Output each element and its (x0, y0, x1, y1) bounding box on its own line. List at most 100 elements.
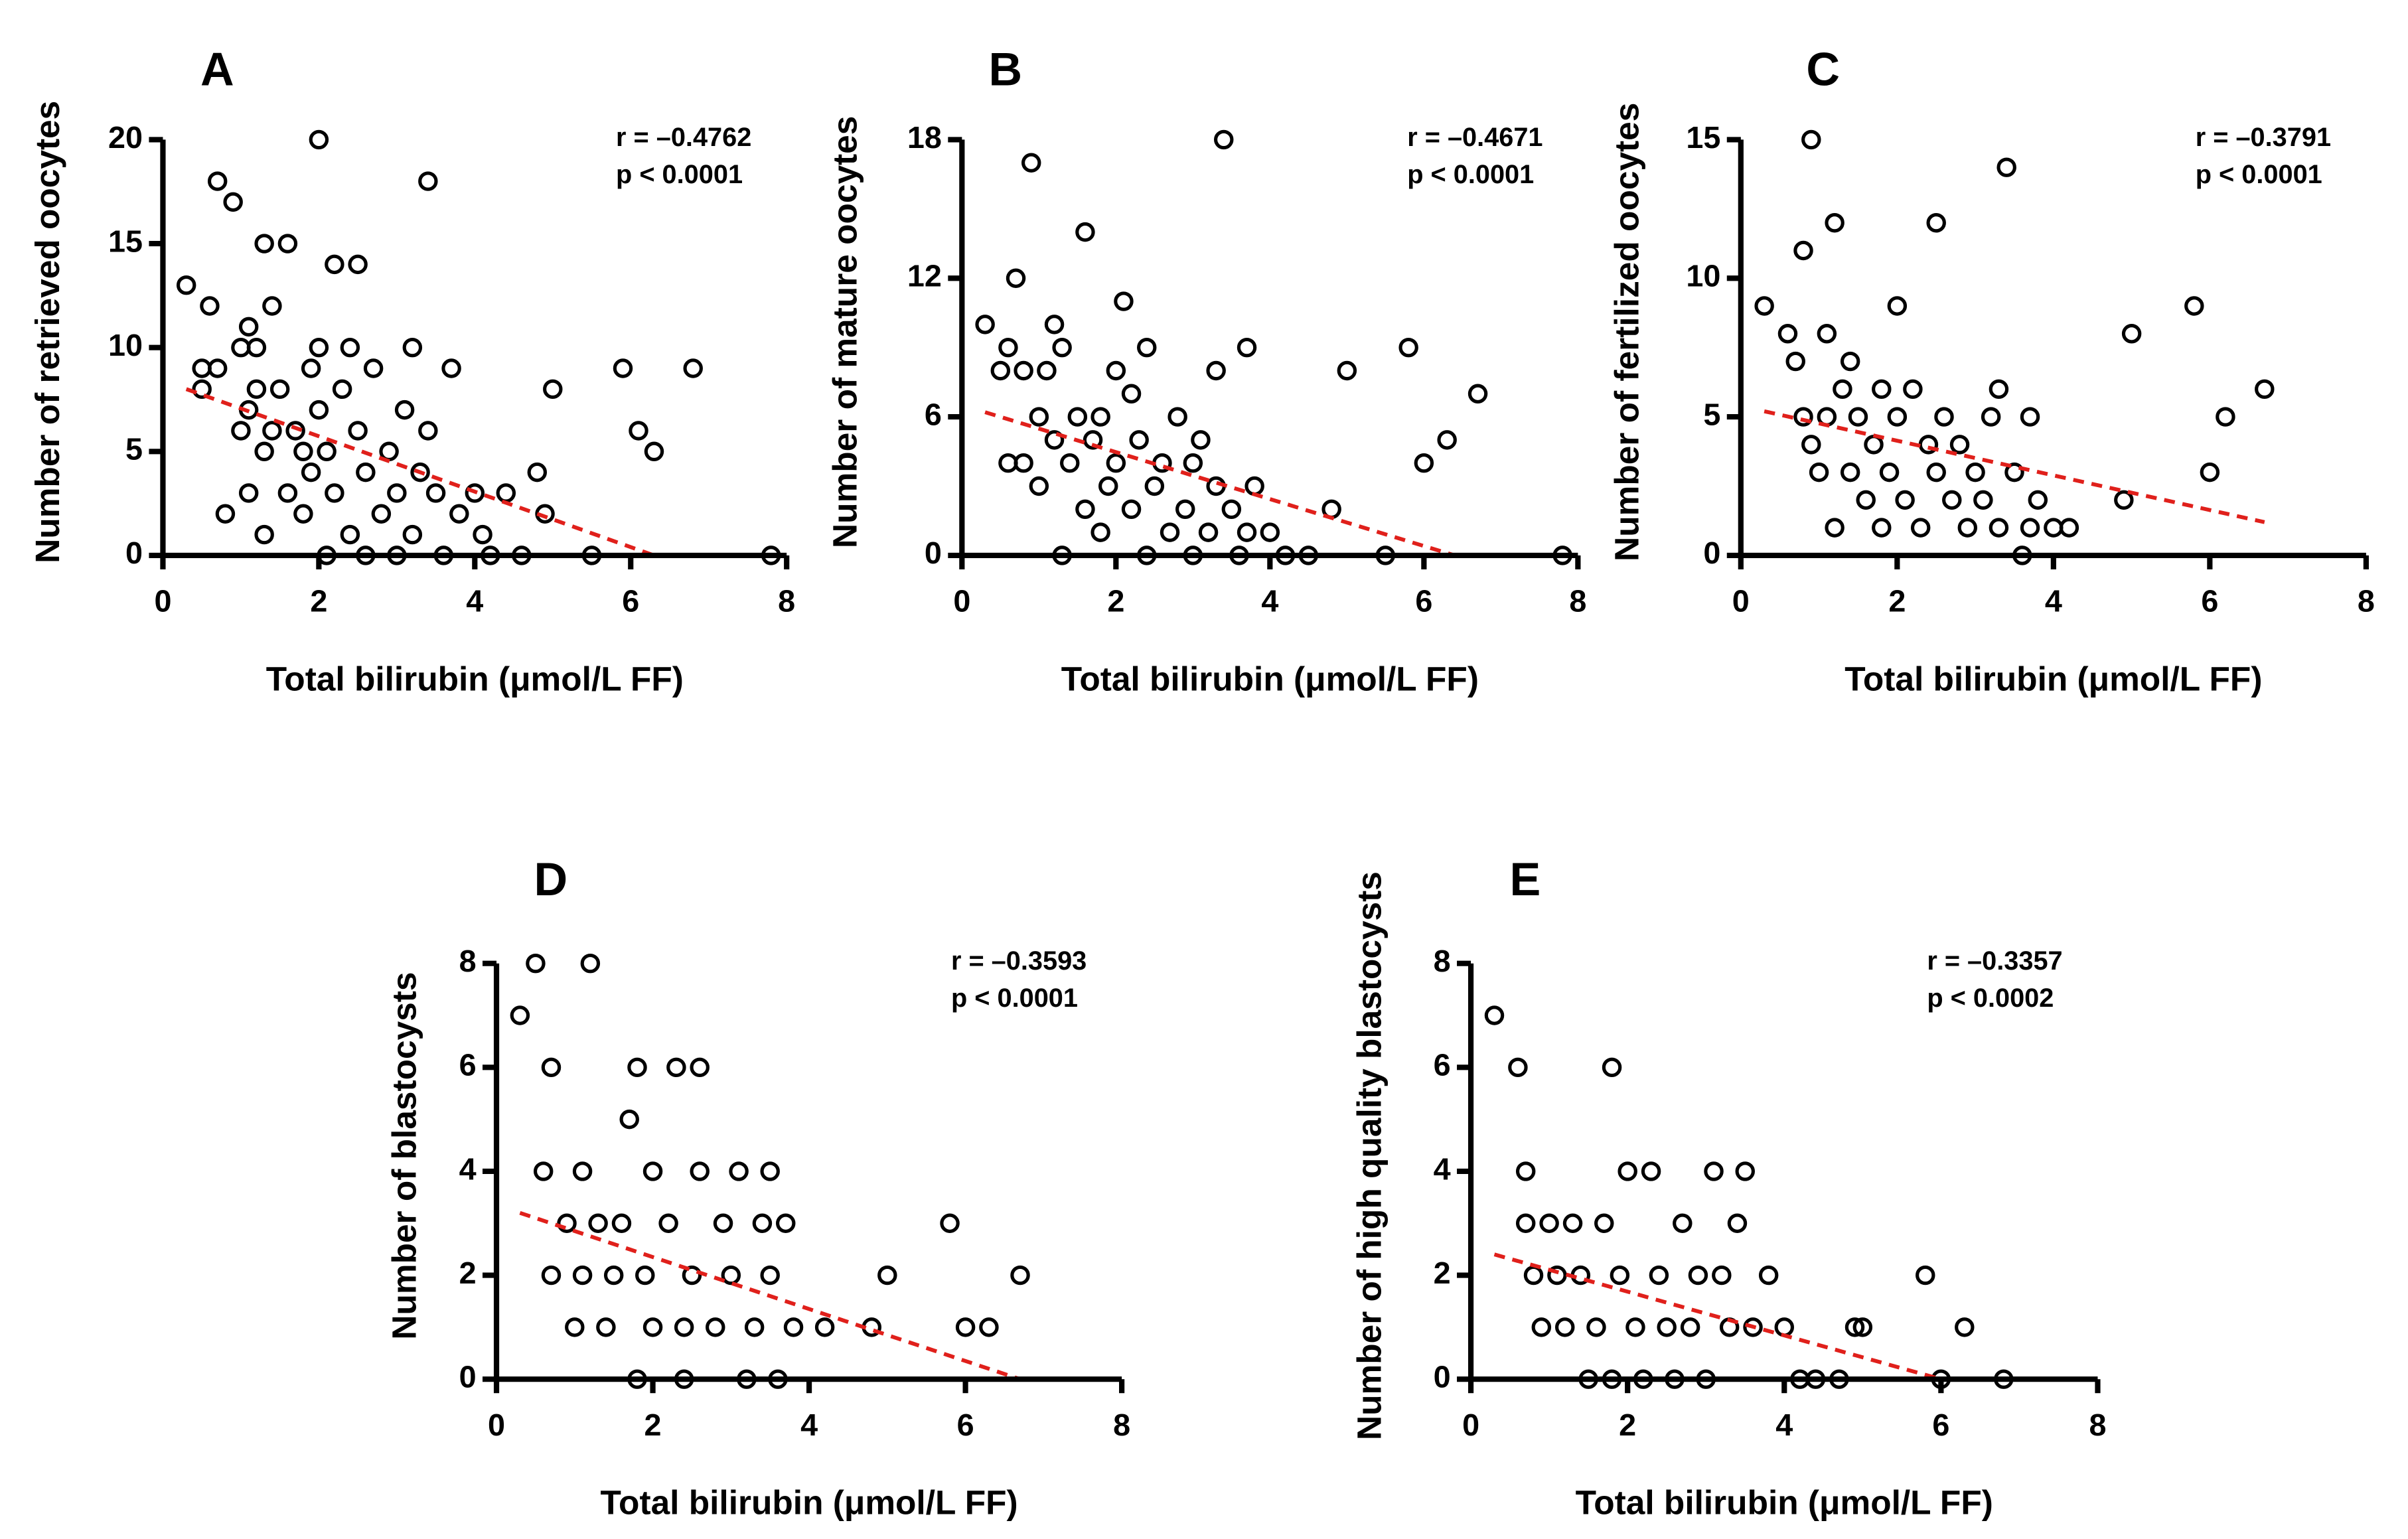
data-point (496, 483, 516, 503)
x-tick-label: 8 (1569, 584, 1586, 619)
data-point (1237, 337, 1257, 358)
y-tick-label: 8 (1434, 944, 1451, 978)
x-tick-label: 8 (2089, 1408, 2106, 1442)
data-point (1037, 360, 1057, 381)
data-point (619, 1109, 639, 1130)
data-point (473, 524, 492, 545)
x-axis-label: Total bilirubin (μmol/L FF) (1576, 1483, 1993, 1522)
data-point (293, 441, 313, 462)
x-tick-label: 2 (1888, 584, 1906, 619)
data-point (356, 462, 376, 482)
data-point (541, 1057, 562, 1078)
data-point (1872, 518, 1892, 538)
data-point (565, 1317, 585, 1337)
data-point (2020, 518, 2040, 538)
trend-line (185, 387, 655, 557)
data-point (254, 234, 274, 254)
x-tick-label: 2 (644, 1408, 662, 1442)
data-point (1973, 490, 1993, 510)
annotation: p < 0.0001 (951, 984, 1078, 1013)
data-point (418, 171, 438, 191)
data-point (441, 358, 461, 378)
data-point (215, 504, 236, 524)
data-point (572, 1265, 593, 1285)
data-point (1121, 499, 1142, 520)
data-point (580, 953, 601, 974)
data-point (293, 504, 313, 524)
data-point (1673, 1213, 1693, 1233)
y-axis-label: Number of high quality blastocysts (1349, 871, 1388, 1440)
y-tick-label: 0 (1434, 1360, 1451, 1394)
x-tick-label: 4 (1261, 584, 1278, 619)
data-point (340, 337, 360, 358)
data-point (690, 1161, 710, 1181)
data-point (425, 483, 446, 503)
x-tick-label: 4 (2045, 584, 2062, 619)
data-point (955, 1317, 976, 1337)
panel-letter: E (1510, 853, 1541, 905)
data-point (526, 953, 546, 974)
data-point (1817, 324, 1837, 344)
data-point (1075, 222, 1095, 242)
data-point (690, 1057, 710, 1078)
data-point (1021, 153, 1041, 173)
data-point (674, 1317, 694, 1337)
data-point (635, 1265, 655, 1285)
data-point (1221, 499, 1242, 520)
data-point (990, 360, 1011, 381)
data-point (1547, 1265, 1567, 1285)
y-tick-label: 2 (1434, 1256, 1451, 1290)
data-point (1856, 490, 1876, 510)
data-point (301, 358, 321, 378)
data-point (729, 1161, 749, 1181)
data-point (877, 1265, 897, 1285)
y-tick-label: 8 (459, 944, 477, 978)
y-tick-label: 20 (108, 120, 143, 155)
data-point (1014, 360, 1033, 381)
data-point (1586, 1317, 1606, 1337)
data-point (1704, 1161, 1724, 1181)
data-point (332, 379, 352, 400)
data-point (192, 379, 212, 400)
data-point (348, 254, 368, 275)
data-point (1555, 1317, 1575, 1337)
y-tick-label: 10 (1686, 259, 1720, 293)
data-point (1774, 1317, 1795, 1337)
x-axis-label: Total bilirubin (μmol/L FF) (1844, 659, 2262, 697)
data-point (200, 296, 220, 316)
data-point (317, 441, 337, 462)
data-point (1198, 522, 1219, 542)
data-point (596, 1317, 616, 1337)
data-point (1641, 1161, 1661, 1181)
y-tick-label: 15 (1686, 120, 1720, 155)
data-point (1029, 407, 1049, 427)
x-axis-label: Total bilirubin (μmol/L FF) (600, 1483, 1017, 1522)
data-point (706, 1317, 725, 1337)
panel-letter: A (200, 44, 234, 96)
x-tick-label: 8 (1113, 1408, 1130, 1442)
y-axis-label: Number of mature oocytes (825, 116, 864, 548)
data-point (1949, 435, 1970, 455)
data-point (465, 483, 485, 503)
data-point (2004, 462, 2024, 482)
x-tick-label: 0 (1462, 1408, 1479, 1442)
y-tick-label: 5 (1703, 397, 1720, 431)
y-tick-label: 6 (1434, 1048, 1451, 1082)
x-tick-label: 0 (488, 1408, 505, 1442)
y-tick-label: 6 (459, 1048, 477, 1082)
data-point (1010, 1265, 1030, 1285)
data-point (2184, 296, 2204, 316)
data-point (1121, 384, 1142, 404)
data-point (713, 1213, 733, 1233)
trend-line (984, 410, 1456, 557)
data-point (1098, 476, 1118, 496)
data-point (1777, 324, 1798, 344)
data-point (613, 358, 633, 378)
data-point (1437, 430, 1457, 450)
data-point (776, 1213, 796, 1233)
data-point (1879, 462, 1900, 482)
data-point (541, 1265, 562, 1285)
y-tick-label: 5 (125, 432, 143, 467)
data-point (1044, 315, 1065, 334)
